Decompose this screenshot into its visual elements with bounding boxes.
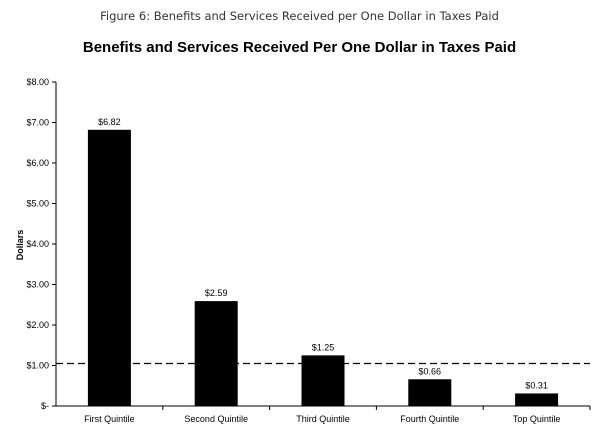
bar-value-label: $0.31 xyxy=(525,380,548,390)
bar xyxy=(515,393,559,406)
y-tick-label: $4.00 xyxy=(26,239,49,249)
y-tick-label: $7.00 xyxy=(26,118,49,128)
y-tick-label: $3.00 xyxy=(26,280,49,290)
y-tick-label: $- xyxy=(41,401,49,411)
x-tick-label: Top Quintile xyxy=(513,414,561,424)
x-tick-label: First Quintile xyxy=(84,414,135,424)
y-tick-label: $8.00 xyxy=(26,77,49,87)
x-tick-label: Fourth Quintile xyxy=(400,414,459,424)
x-tick-label: Second Quintile xyxy=(184,414,248,424)
bar-value-label: $2.59 xyxy=(205,288,228,298)
bar xyxy=(408,379,452,406)
bar xyxy=(194,301,238,406)
y-tick-label: $5.00 xyxy=(26,199,49,209)
y-tick-label: $6.00 xyxy=(26,158,49,168)
chart-title: Benefits and Services Received Per One D… xyxy=(82,39,517,56)
bar-value-label: $1.25 xyxy=(312,342,335,352)
bar xyxy=(87,129,131,407)
figure-caption: Figure 6: Benefits and Services Received… xyxy=(100,9,499,23)
bar-value-label: $0.66 xyxy=(419,366,442,376)
y-tick-label: $2.00 xyxy=(26,320,49,330)
y-tick-label: $1.00 xyxy=(26,361,49,371)
x-tick-label: Third Quintile xyxy=(296,414,350,424)
bar-value-label: $6.82 xyxy=(98,117,121,127)
